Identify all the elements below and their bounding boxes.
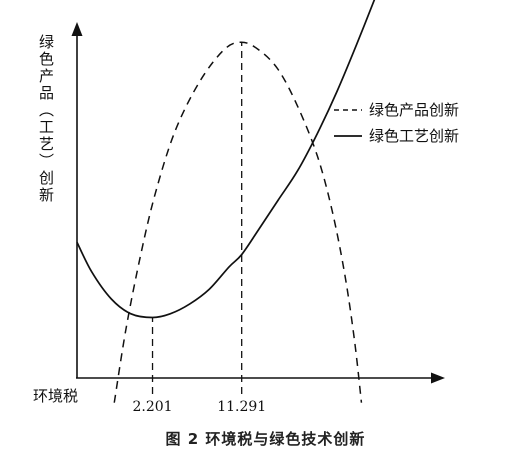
figure-caption: 图 2 环境税与绿色技术创新 — [165, 430, 366, 448]
legend-label: 绿色工艺创新 — [369, 127, 459, 145]
x-axis-arrow — [431, 372, 445, 384]
x-axis-label: 环境税 — [33, 387, 78, 405]
x-tick-label: 2.201 — [132, 399, 172, 415]
series-line-product — [113, 41, 363, 403]
legend-label: 绿色产品创新 — [369, 101, 459, 119]
x-tick-label: 11.291 — [217, 399, 266, 415]
legend: 绿色产品创新 绿色工艺创新 — [334, 101, 459, 145]
series-line-process — [76, 0, 376, 319]
y-axis-label: 绿色产品（工艺）创新 — [37, 34, 55, 204]
y-axis-arrow — [71, 22, 83, 36]
